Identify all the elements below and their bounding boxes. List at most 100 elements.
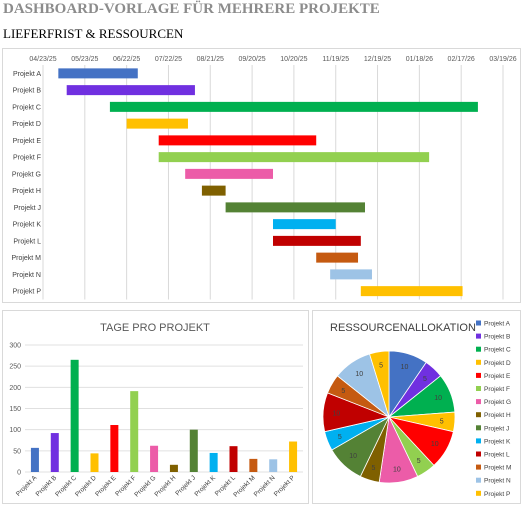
days-bar-projekt-c (70, 359, 79, 472)
legend-label-projekt-d: Projekt D (484, 360, 511, 367)
legend-swatch-projekt-h (476, 412, 481, 418)
gantt-row-label: Projekt L (13, 238, 41, 245)
days-y-tick-label: 0 (17, 470, 21, 477)
days-y-tick-label: 250 (9, 364, 21, 371)
days-bar-projekt-a (30, 447, 39, 472)
legend-label-projekt-k: Projekt K (484, 438, 511, 445)
resource-panel: RESSOURCENALLOKATION 10 5 10 5 10 5 10 5 10 5 10 5 10… (312, 310, 521, 504)
days-y-tick-label: 200 (9, 385, 21, 392)
days-bar-projekt-l (229, 446, 238, 472)
page-subtitle: LIEFERFRIST & RESSOURCEN (3, 26, 184, 41)
legend-swatch-projekt-p (476, 490, 481, 496)
gantt-row-label: Projekt C (12, 104, 41, 111)
gantt-row-label: Projekt J (14, 205, 41, 212)
gantt-tick-label: 11/19/25 (322, 56, 349, 63)
pie-data-label: 5 (341, 388, 345, 395)
gantt-tick-label: 04/23/25 (29, 56, 56, 63)
pie-data-label: 10 (349, 453, 357, 460)
resource-pie-chart: RESSOURCENALLOKATION 10 5 10 5 10 5 10 5 10 5 10 5 10… (322, 320, 511, 498)
page-title: DASHBOARD-VORLAGE FÜR MEHRERE PROJEKTE (3, 1, 380, 17)
gantt-row-label: Projekt M (11, 255, 41, 262)
gantt-bar-projekt-e (158, 135, 317, 146)
gantt-bar-projekt-k (273, 219, 336, 230)
legend-swatch-projekt-n (476, 477, 481, 483)
gantt-row-label: Projekt D (12, 121, 41, 128)
pie-data-label: 5 (371, 465, 375, 472)
gantt-tick-label: 03/19/26 (489, 56, 516, 63)
days-bar-projekt-h (169, 464, 178, 472)
days-y-tick-label: 100 (9, 427, 21, 434)
legend-label-projekt-a: Projekt A (484, 321, 511, 328)
gantt-row-label: Projekt P (13, 289, 42, 296)
legend-swatch-projekt-d (476, 359, 481, 365)
gantt-bar-projekt-h (201, 185, 226, 196)
gantt-bar-projekt-j (225, 202, 365, 213)
legend-swatch-projekt-k (476, 438, 481, 444)
days-panel: TAGE PRO PROJEKT 0 50 100 150 200 250 300 Projek… (2, 310, 309, 504)
gantt-row-label: Projekt E (13, 138, 42, 145)
pie-data-label: 5 (379, 362, 383, 369)
gantt-bar-projekt-a (58, 68, 138, 79)
gantt-bar-projekt-c (109, 101, 478, 112)
days-bar-projekt-f (130, 391, 139, 472)
pie-data-label: 10 (393, 467, 401, 474)
legend-label-projekt-j: Projekt J (484, 425, 509, 432)
pie-data-label: 10 (431, 441, 439, 448)
legend-label-projekt-f: Projekt F (484, 386, 510, 393)
gantt-bar-projekt-n (330, 269, 372, 280)
legend-label-projekt-l: Projekt L (484, 452, 510, 459)
pie-data-label: 10 (355, 371, 363, 378)
gantt-row-label: Projekt F (13, 155, 41, 162)
legend-swatch-projekt-g (476, 399, 481, 405)
days-y-tick-label: 300 (9, 343, 21, 350)
gantt-row-label: Projekt A (13, 71, 41, 78)
days-bar-projekt-g (150, 445, 159, 472)
gantt-tick-label: 08/21/25 (197, 56, 224, 63)
pie-chart-title: RESSOURCENALLOKATION (330, 322, 476, 334)
gantt-tick-label: 02/17/26 (448, 56, 475, 63)
pie-data-label: 10 (332, 411, 340, 418)
gantt-tick-label: 10/20/25 (280, 56, 307, 63)
legend-swatch-projekt-b (476, 333, 481, 339)
gantt-bar-projekt-m (316, 252, 359, 263)
gantt-row-label: Projekt H (12, 188, 41, 195)
gantt-chart: 04/23/25 05/23/25 06/22/25 07/22/25 08/21/25… (11, 56, 517, 300)
days-x-tick-label: Projekt M (232, 474, 256, 498)
gantt-tick-label: 06/22/25 (113, 56, 140, 63)
legend-swatch-projekt-e (476, 372, 481, 378)
days-bar-projekt-k (209, 452, 218, 472)
legend-swatch-projekt-c (476, 346, 481, 352)
pie-data-label: 10 (434, 395, 442, 402)
pie-data-label: 5 (423, 376, 427, 383)
days-x-tick-label: Projekt H (153, 474, 177, 498)
days-y-tick-label: 50 (13, 448, 21, 455)
gantt-bar-projekt-d (126, 118, 188, 129)
legend-label-projekt-p: Projekt P (484, 491, 510, 498)
legend-swatch-projekt-m (476, 464, 481, 470)
days-bar-projekt-j (189, 429, 198, 472)
legend-label-projekt-g: Projekt G (484, 399, 511, 406)
gantt-bar-projekt-p (360, 286, 463, 297)
legend-swatch-projekt-j (476, 425, 481, 431)
gantt-tick-label: 12/19/25 (364, 56, 391, 63)
gantt-row-label: Projekt K (13, 222, 42, 229)
gantt-bar-projekt-f (158, 152, 430, 163)
gantt-tick-label: 01/18/26 (406, 56, 433, 63)
days-x-tick-label: Projekt P (273, 474, 297, 498)
legend-swatch-projekt-a (476, 320, 481, 326)
days-bar-projekt-b (50, 433, 59, 472)
gantt-tick-label: 09/20/25 (238, 56, 265, 63)
gantt-panel: 04/23/25 05/23/25 06/22/25 07/22/25 08/21/25… (2, 48, 521, 303)
legend-swatch-projekt-l (476, 451, 481, 457)
pie-slice-projekt-p (369, 350, 390, 418)
gantt-tick-label: 07/22/25 (155, 56, 182, 63)
pie-data-label: 5 (338, 434, 342, 441)
days-y-tick-label: 150 (9, 406, 21, 413)
legend-label-projekt-b: Projekt B (484, 334, 510, 341)
legend-label-projekt-h: Projekt H (484, 412, 511, 419)
days-bar-projekt-e (110, 425, 119, 472)
gantt-bar-projekt-g (185, 168, 273, 179)
days-chart-title: TAGE PRO PROJEKT (100, 322, 210, 334)
gantt-row-label: Projekt N (12, 272, 41, 279)
gantt-bar-projekt-l (273, 235, 361, 246)
